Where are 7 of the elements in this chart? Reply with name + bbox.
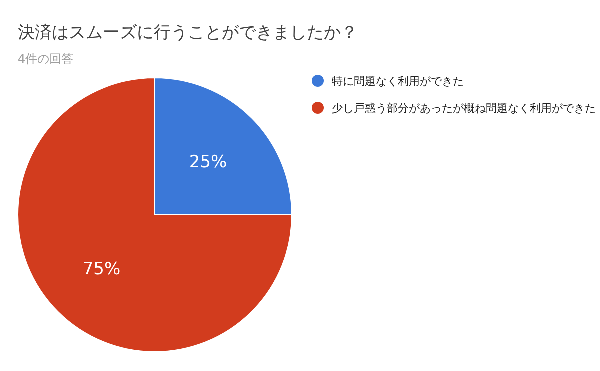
data-label: 75% [82, 259, 121, 280]
legend-label: 少し戸惑う部分があったが概ね問題なく利用ができた [332, 102, 596, 115]
pie-slice [18, 78, 292, 352]
legend-label: 特に問題なく利用ができた [332, 75, 464, 88]
chart-title: 決済はスムーズに行うことができましたか？ [18, 23, 358, 43]
data-label: 25% [189, 152, 228, 173]
chart-subtitle: 4件の回答 [18, 52, 74, 66]
